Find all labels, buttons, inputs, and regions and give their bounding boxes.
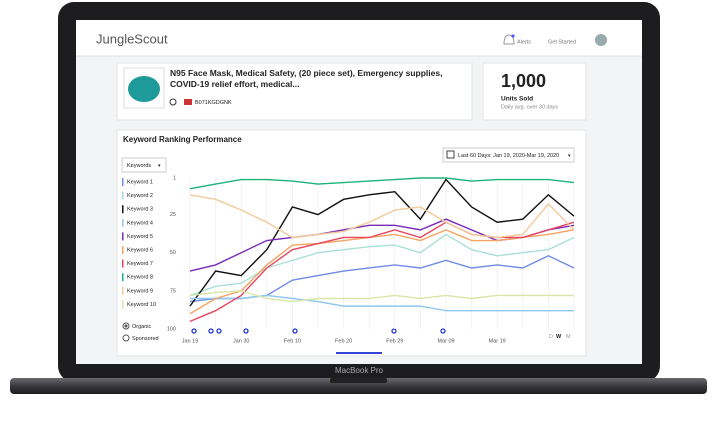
legend-swatch xyxy=(122,191,124,200)
legend-label: Keyword 3 xyxy=(127,207,153,213)
legend-swatch xyxy=(122,286,124,295)
x-tick-label: Mar 09 xyxy=(437,338,454,344)
radio[interactable] xyxy=(122,334,130,342)
calendar-icon xyxy=(446,150,455,159)
series-line xyxy=(189,229,575,315)
asin: B071KGDGNK xyxy=(195,100,232,106)
keywords-dropdown[interactable] xyxy=(121,157,167,173)
x-tick-label: Mar 19 xyxy=(489,338,506,344)
legend-label: Keyword 4 xyxy=(127,220,153,226)
legend-label: Keyword 5 xyxy=(127,234,153,240)
get-started[interactable]: Get Started xyxy=(548,39,576,45)
legend-label: Keyword 1 xyxy=(127,179,153,185)
legend-swatch xyxy=(122,232,124,241)
alerts[interactable]: Alerts xyxy=(517,39,531,45)
product-title: N95 Face Mask, Medical Safety, (20 piece… xyxy=(170,68,443,89)
date-caret: ▾ xyxy=(568,153,571,159)
units-value: 1,000 xyxy=(501,71,546,91)
y-tick-label: 25 xyxy=(170,212,176,218)
chart-title: Keyword Ranking Performance xyxy=(123,135,242,144)
legend-swatch xyxy=(122,259,124,268)
y-tick-label: 1 xyxy=(173,175,176,181)
x-tick-label: Feb 29 xyxy=(386,338,403,344)
keywords-dropdown-label: Keywords xyxy=(127,163,151,169)
period-toggle[interactable]: M xyxy=(566,334,571,340)
y-tick-label: 50 xyxy=(170,250,176,256)
series-line xyxy=(189,177,575,190)
y-tick-label: 100 xyxy=(167,326,176,332)
units-card xyxy=(482,62,587,121)
x-tick-label: Jan 30 xyxy=(233,338,250,344)
series-line xyxy=(189,233,575,297)
period-toggle[interactable]: W xyxy=(556,334,562,340)
laptop-base xyxy=(10,378,707,394)
scroll-indicator xyxy=(336,352,382,354)
date-range-label: Last 60 Days: Jan 19, 2020-Mar 19, 2020 xyxy=(458,153,559,159)
x-tick-label: Jan 19 xyxy=(182,338,199,344)
product-image xyxy=(128,76,160,102)
x-tick-label: Feb 10 xyxy=(284,338,301,344)
product-title-box: N95 Face Mask, Medical Safety, (20 piece… xyxy=(170,68,443,89)
radio-label: Organic xyxy=(132,324,152,330)
legend-swatch xyxy=(122,178,124,186)
legend-label: Keyword 10 xyxy=(127,302,156,308)
product-card xyxy=(116,62,473,121)
legend-swatch xyxy=(122,205,124,214)
chart-card xyxy=(116,129,587,357)
device-label: MacBook Pro xyxy=(335,366,384,375)
notch xyxy=(330,378,387,383)
series-line xyxy=(189,178,575,307)
legend-label: Keyword 8 xyxy=(127,275,153,281)
date-range[interactable] xyxy=(442,147,575,163)
top-bar xyxy=(76,20,642,56)
legend-label: Keyword 2 xyxy=(127,193,153,199)
amazon-icon xyxy=(169,98,177,106)
units-label: Units Sold xyxy=(501,96,533,103)
legend-swatch xyxy=(122,273,124,282)
legend-label: Keyword 6 xyxy=(127,247,153,253)
brand[interactable]: JungleScout xyxy=(96,31,168,46)
series-line xyxy=(189,194,575,239)
y-tick-label: 75 xyxy=(170,288,176,294)
legend-swatch xyxy=(122,218,124,227)
flag-icon xyxy=(184,99,192,105)
period-toggle[interactable]: D xyxy=(549,334,553,340)
x-tick-label: Feb 20 xyxy=(335,338,352,344)
radio-dot xyxy=(124,324,128,328)
legend-swatch xyxy=(122,300,124,309)
bell-icon[interactable] xyxy=(503,34,515,45)
series-line xyxy=(189,221,575,323)
legend-swatch xyxy=(122,246,124,254)
plot: 1 25 50 75 100 Jan 19 Jan 30 Feb 10 Feb 20 Feb 29… xyxy=(122,175,575,344)
radio-label: Sponsored xyxy=(132,336,159,342)
series-line xyxy=(189,290,574,303)
dropdown-caret: ▾ xyxy=(158,163,161,169)
units-note: Daily avg. over 30 days xyxy=(501,104,558,110)
series-line xyxy=(190,294,574,312)
event-markers xyxy=(191,328,446,334)
legend-label: Keyword 9 xyxy=(127,288,153,294)
avatar[interactable] xyxy=(595,34,607,46)
legend-label: Keyword 7 xyxy=(127,261,153,267)
alert-dot xyxy=(511,34,515,38)
